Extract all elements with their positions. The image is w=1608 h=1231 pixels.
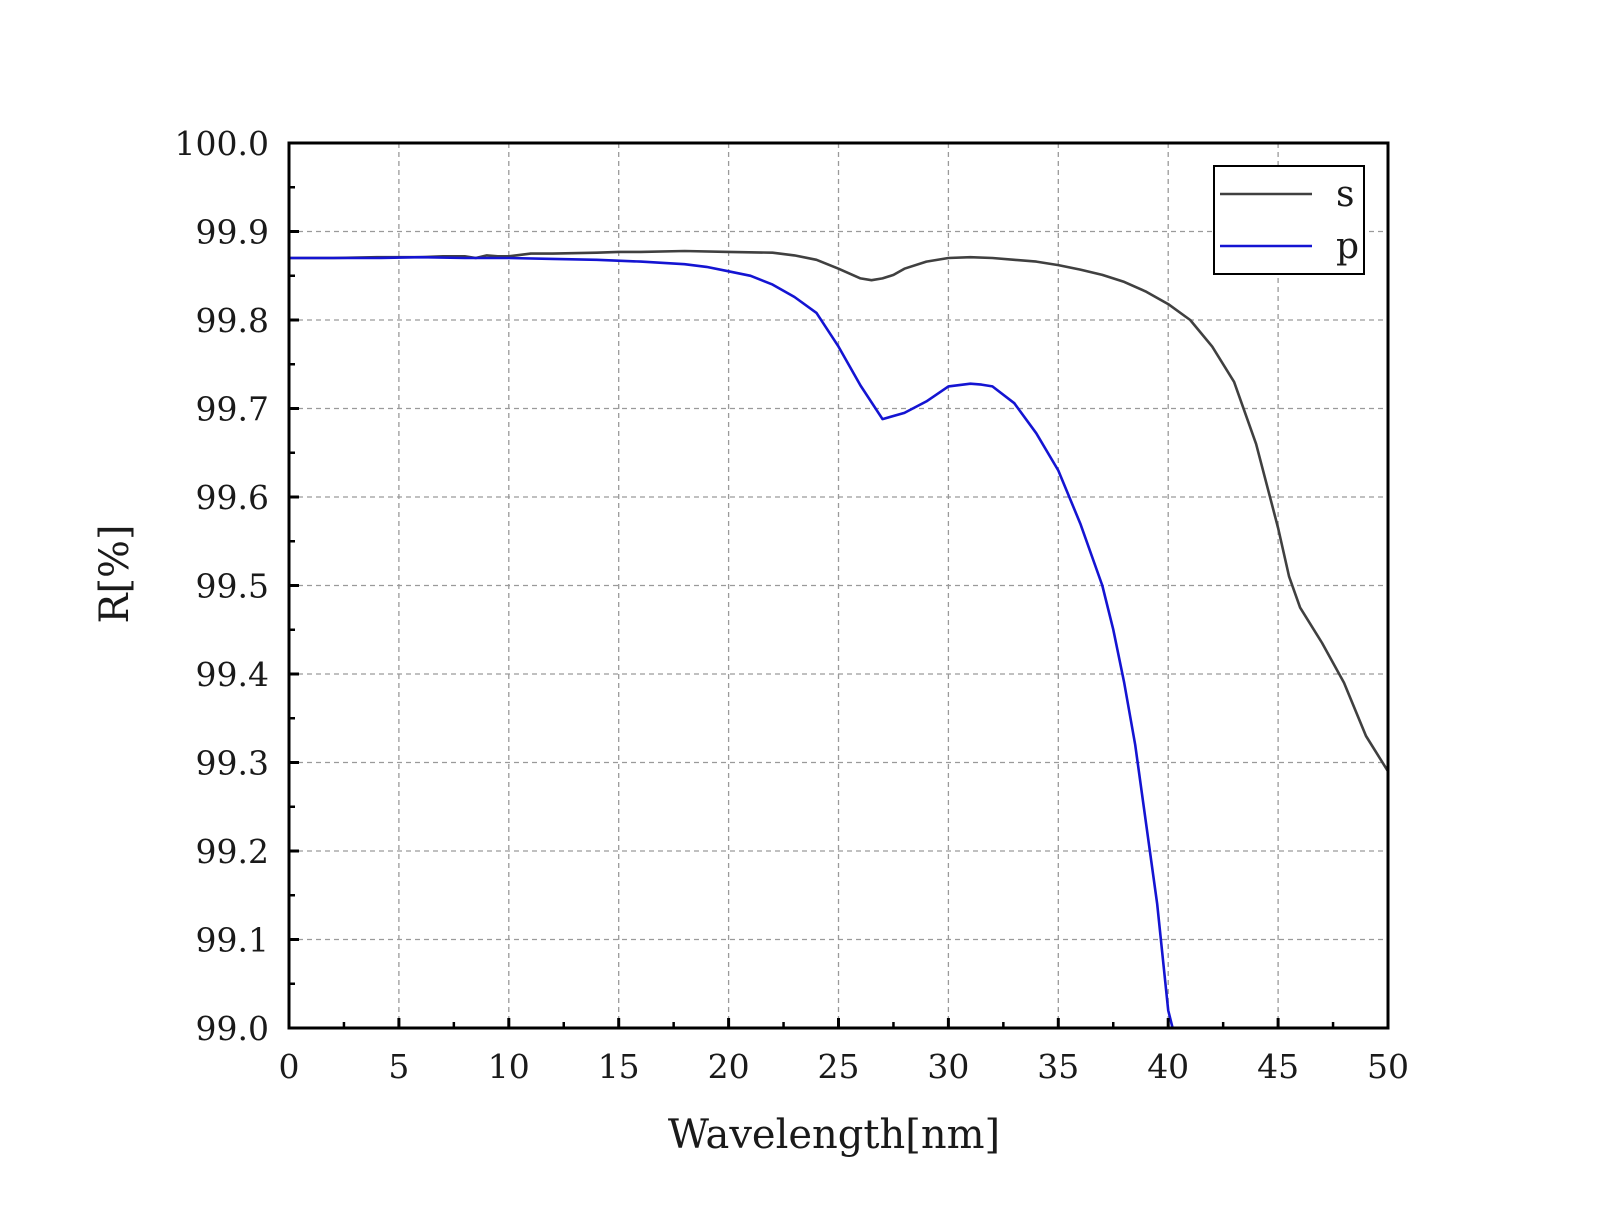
y-tick-label: 99.7 [196, 390, 269, 429]
x-tick-label: 15 [598, 1047, 640, 1086]
series-line-s [287, 249, 1390, 773]
series-lines [287, 249, 1390, 1030]
y-tick-label: 99.3 [196, 744, 269, 783]
x-tick-label: 10 [488, 1047, 530, 1086]
x-tick-label: 30 [927, 1047, 969, 1086]
legend: s p [1213, 165, 1365, 275]
y-tick-label: 99.6 [196, 478, 269, 517]
y-tick-label: 99.2 [196, 832, 269, 871]
tick-labels: 0 5 10 15 20 25 30 35 40 45 50 99.0 99.1 99.2 99.3 99.4… [175, 124, 1409, 1086]
y-tick-label: 99.4 [196, 655, 269, 694]
x-tick-label: 40 [1147, 1047, 1189, 1086]
x-tick-label: 45 [1257, 1047, 1299, 1086]
axis-ticks [287, 141, 1390, 1030]
y-tick-label: 99.1 [196, 921, 269, 960]
y-tick-label: 99.5 [196, 567, 269, 606]
legend-label-s: s [1336, 174, 1354, 215]
y-tick-label: 99.0 [196, 1009, 269, 1048]
x-tick-label: 35 [1037, 1047, 1079, 1086]
legend-box [1213, 165, 1365, 275]
x-tick-label: 5 [388, 1047, 409, 1086]
y-tick-label: 99.8 [196, 301, 269, 340]
x-tick-label: 20 [708, 1047, 750, 1086]
x-axis-title: Wavelength[nm] [668, 1112, 1000, 1158]
x-tick-label: 25 [818, 1047, 860, 1086]
y-tick-label: 100.0 [175, 124, 269, 163]
grid-lines [289, 143, 1388, 1028]
series-line-p [287, 255, 1179, 1030]
legend-label-p: p [1336, 226, 1359, 267]
x-tick-label: 0 [279, 1047, 300, 1086]
y-tick-label: 99.9 [196, 213, 269, 252]
x-tick-label: 50 [1367, 1047, 1409, 1086]
y-axis-title: R[%] [92, 524, 138, 623]
